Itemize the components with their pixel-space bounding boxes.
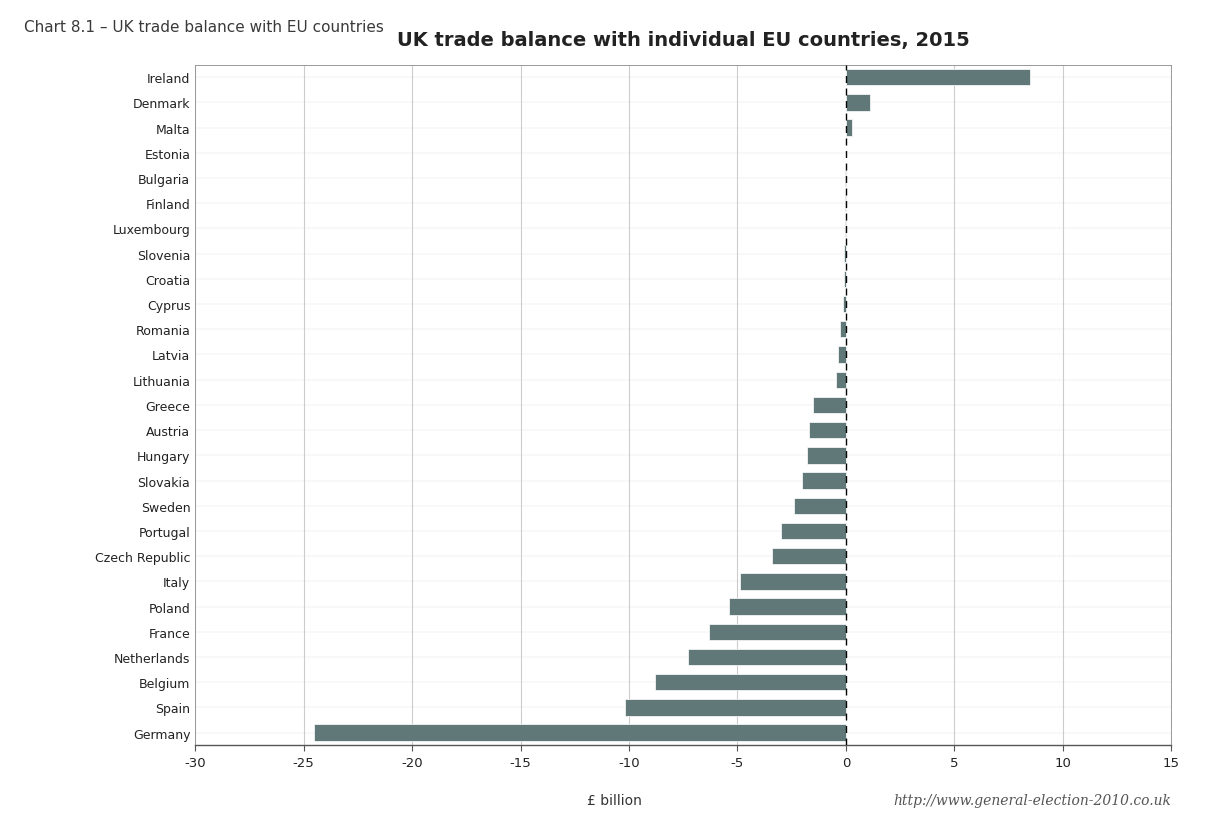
Bar [844, 271, 845, 287]
Bar [655, 674, 845, 690]
Bar [845, 120, 853, 137]
Bar [772, 548, 845, 564]
Bar [806, 447, 845, 464]
Bar [844, 247, 845, 263]
Bar [836, 372, 845, 388]
Bar [728, 599, 845, 615]
Bar [781, 523, 845, 540]
Bar [688, 649, 845, 665]
Bar [794, 498, 845, 514]
Bar [625, 699, 845, 716]
Bar [803, 473, 845, 489]
Title: UK trade balance with individual EU countries, 2015: UK trade balance with individual EU coun… [396, 31, 970, 50]
Text: http://www.general-election-2010.co.uk: http://www.general-election-2010.co.uk [893, 793, 1171, 807]
Text: £ billion: £ billion [588, 793, 642, 807]
Bar [814, 397, 845, 414]
Bar [838, 347, 845, 364]
Bar [841, 322, 845, 338]
Bar [315, 725, 845, 741]
Bar [739, 573, 845, 590]
Bar [845, 95, 870, 111]
Bar [845, 70, 1030, 86]
Bar [843, 296, 845, 313]
Bar [809, 423, 845, 439]
Bar [709, 624, 845, 640]
Text: Chart 8.1 – UK trade balance with EU countries: Chart 8.1 – UK trade balance with EU cou… [24, 20, 384, 35]
